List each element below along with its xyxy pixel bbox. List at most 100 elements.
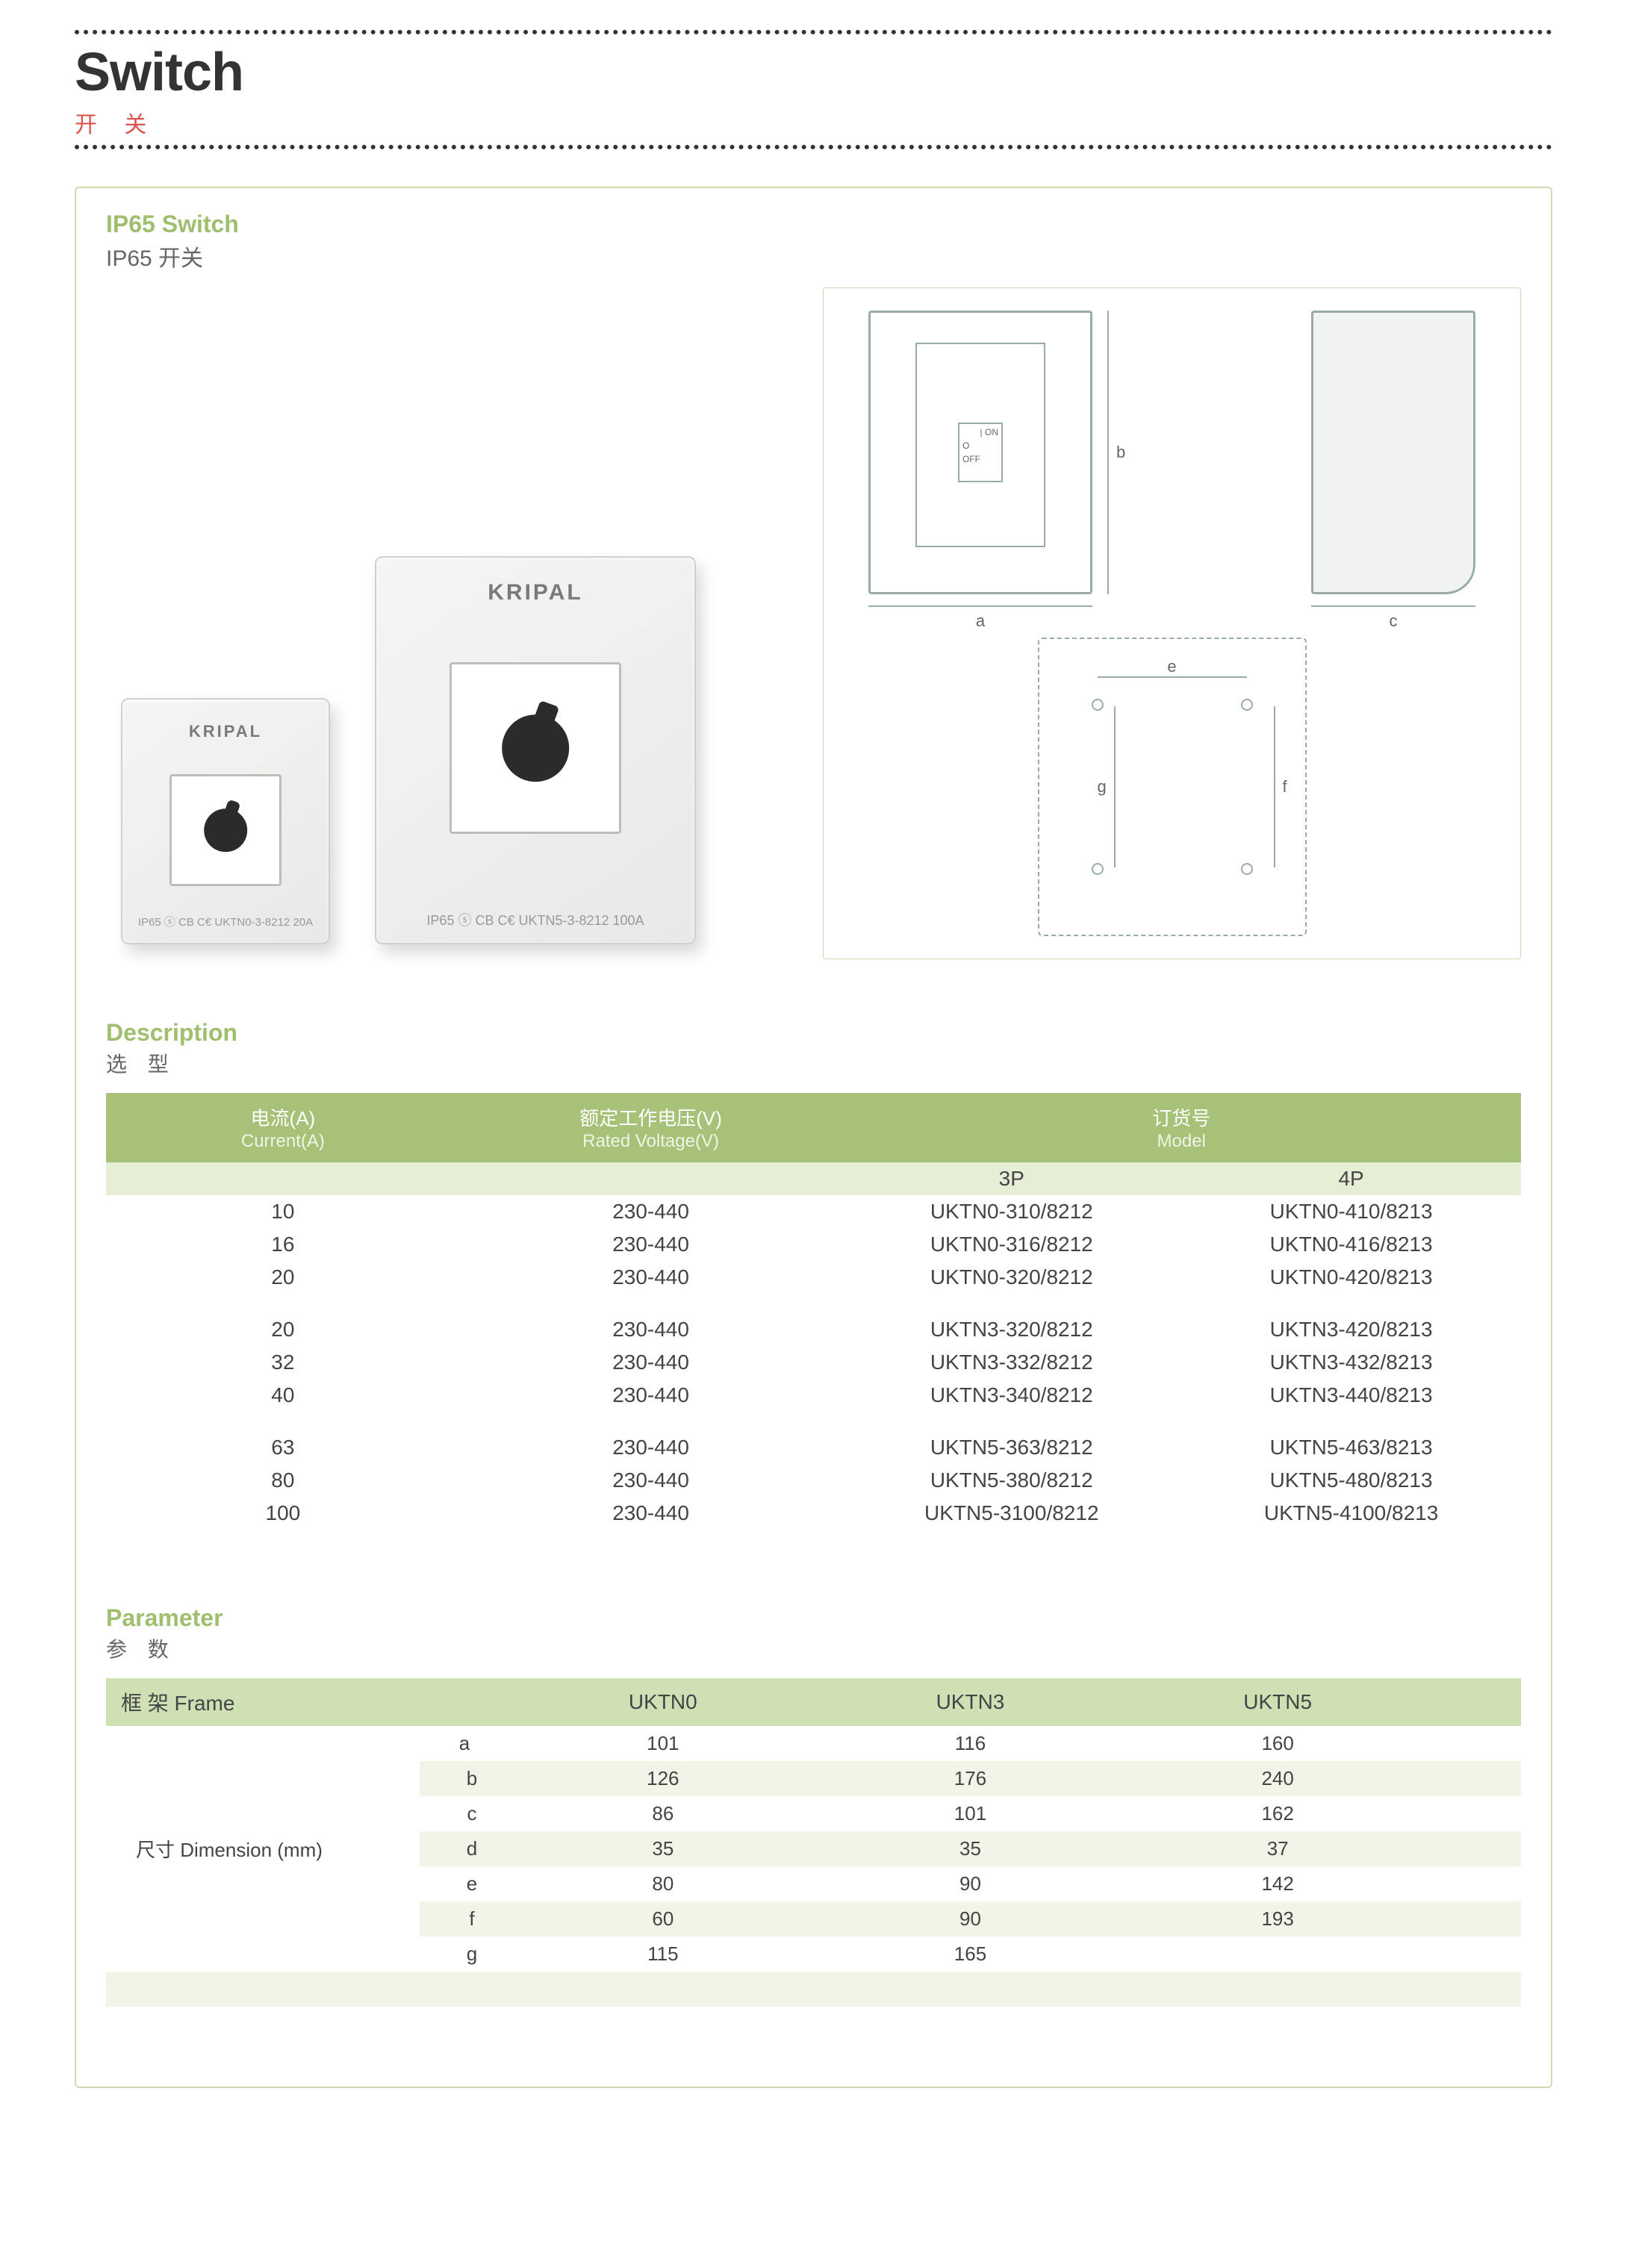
- cell-current: 32: [106, 1346, 460, 1379]
- cell-4p: UKTN5-480/8213: [1181, 1464, 1521, 1497]
- parameter-value: 142: [1124, 1866, 1431, 1901]
- cell-3p: UKTN0-310/8212: [842, 1195, 1181, 1228]
- diagram-off-label: OFF: [959, 451, 1001, 467]
- cell-current: 10: [106, 1195, 460, 1228]
- parameter-frame-0: UKTN0: [509, 1678, 817, 1726]
- parameter-dimension-header: 尺寸 Dimension (mm): [106, 1726, 420, 1972]
- dimension-c-label: c: [1390, 611, 1398, 631]
- description-row: 100230-440UKTN5-3100/8212UKTN5-4100/8213: [106, 1497, 1521, 1530]
- parameter-value: 35: [817, 1831, 1124, 1866]
- description-row: 16230-440UKTN0-316/8212UKTN0-416/8213: [106, 1228, 1521, 1261]
- header-voltage: 额定工作电压(V) Rated Voltage(V): [460, 1093, 842, 1162]
- parameter-value: 80: [509, 1866, 817, 1901]
- knob-icon: [502, 714, 569, 782]
- product-small: KRIPAL IP65 ⓢ CB C€ UKTN0-3-8212 20A: [121, 698, 330, 944]
- cell-current: 80: [106, 1464, 460, 1497]
- brand-small: KRIPAL: [122, 722, 329, 741]
- cell-4p: UKTN0-410/8213: [1181, 1195, 1521, 1228]
- gap-cell: [106, 1294, 1521, 1313]
- parameter-value: 37: [1124, 1831, 1431, 1866]
- parameter-value: 101: [509, 1726, 817, 1761]
- knob-plate-large: [449, 662, 621, 834]
- cell-voltage: 230-440: [460, 1379, 842, 1412]
- parameter-value: 115: [509, 1937, 817, 1972]
- subtitle-zh: IP65 开关: [106, 240, 1521, 272]
- parameter-block: Parameter 参 数 框 架 Frame UKTN0 UKTN3 UKTN…: [106, 1604, 1521, 2042]
- parameter-blank: [1124, 2007, 1431, 2042]
- parameter-blank: [817, 1972, 1124, 2007]
- cell-current: 63: [106, 1431, 460, 1464]
- product-section: IP65 Switch IP65 开关 KRIPAL IP65 ⓢ CB C€ …: [75, 187, 1552, 2088]
- parameter-blank: [1431, 1866, 1521, 1901]
- parameter-value: 116: [817, 1726, 1124, 1761]
- description-row: 32230-440UKTN3-332/8212UKTN3-432/8213: [106, 1346, 1521, 1379]
- cell-voltage: 230-440: [460, 1195, 842, 1228]
- cell-4p: UKTN3-440/8213: [1181, 1379, 1521, 1412]
- parameter-blank: [1431, 1972, 1521, 2007]
- product-label-small: IP65 ⓢ CB C€ UKTN0-3-8212 20A: [122, 914, 329, 929]
- dimension-b-label: b: [1116, 443, 1125, 462]
- dimension-g-label: g: [1098, 777, 1107, 797]
- description-subheader-row: 3P4P: [106, 1162, 1521, 1195]
- brand-large: KRIPAL: [376, 580, 694, 605]
- subtitle-en: IP65 Switch: [106, 211, 1521, 238]
- description-thead: 电流(A) Current(A) 额定工作电压(V) Rated Voltage…: [106, 1093, 1521, 1162]
- parameter-dim-label: g: [420, 1937, 509, 1972]
- parameter-blank: [1431, 2007, 1521, 2042]
- parameter-blank: [1431, 1901, 1521, 1937]
- parameter-blank: [420, 1972, 509, 2007]
- header-current: 电流(A) Current(A): [106, 1093, 460, 1162]
- parameter-dim-label: c: [420, 1796, 509, 1831]
- technical-diagram: | ON O OFF a b c e f g: [823, 287, 1521, 959]
- header-model-en: Model: [842, 1131, 1521, 1152]
- parameter-blank: [509, 2007, 817, 2042]
- subhead-blank: [460, 1162, 842, 1195]
- parameter-dim-label: f: [420, 1901, 509, 1937]
- cell-4p: UKTN5-463/8213: [1181, 1431, 1521, 1464]
- parameter-tbody: 尺寸 Dimension (mm)a101116160b126176240c86…: [106, 1726, 1521, 2042]
- parameter-blank: [1124, 1972, 1431, 2007]
- parameter-title-en: Parameter: [106, 1604, 1521, 1632]
- parameter-blank: [1431, 1796, 1521, 1831]
- cell-3p: UKTN5-380/8212: [842, 1464, 1181, 1497]
- parameter-value: 90: [817, 1866, 1124, 1901]
- diagram-front-view: | ON O OFF: [868, 311, 1092, 594]
- cell-voltage: 230-440: [460, 1497, 842, 1530]
- description-row: 63230-440UKTN5-363/8212UKTN5-463/8213: [106, 1431, 1521, 1464]
- parameter-blank: [1431, 1831, 1521, 1866]
- product-photo-area: KRIPAL IP65 ⓢ CB C€ UKTN0-3-8212 20A KRI…: [106, 496, 793, 959]
- product-label-large: IP65 ⓢ CB C€ UKTN5-3-8212 100A: [376, 910, 694, 929]
- gap-cell: [106, 1412, 1521, 1431]
- diagram-o-label: O: [959, 440, 1001, 451]
- description-row: 10230-440UKTN0-310/8212UKTN0-410/8213: [106, 1195, 1521, 1228]
- subhead-4p: 4P: [1181, 1162, 1521, 1195]
- parameter-value: 35: [509, 1831, 817, 1866]
- cell-3p: UKTN0-320/8212: [842, 1261, 1181, 1294]
- knob-icon: [204, 809, 247, 852]
- parameter-dim-label: a: [420, 1726, 509, 1761]
- cell-3p: UKTN5-363/8212: [842, 1431, 1181, 1464]
- diagram-top: | ON O OFF a b c: [868, 311, 1475, 624]
- cell-3p: UKTN0-316/8212: [842, 1228, 1181, 1261]
- header-voltage-zh: 额定工作电压(V): [460, 1103, 842, 1131]
- parameter-blank: [1431, 1761, 1521, 1796]
- cell-voltage: 230-440: [460, 1228, 842, 1261]
- description-title-en: Description: [106, 1019, 1521, 1047]
- cell-current: 100: [106, 1497, 460, 1530]
- parameter-value: [1124, 1937, 1431, 1972]
- parameter-title-zh: 参 数: [106, 1633, 1521, 1663]
- parameter-blank: [1431, 1937, 1521, 1972]
- parameter-frame-2: UKTN5: [1124, 1678, 1431, 1726]
- diagram-switch-icon: | ON O OFF: [958, 423, 1003, 482]
- description-tbody: 3P4P10230-440UKTN0-310/8212UKTN0-410/821…: [106, 1162, 1521, 1530]
- header-current-en: Current(A): [106, 1131, 460, 1152]
- cell-4p: UKTN3-432/8213: [1181, 1346, 1521, 1379]
- parameter-blank: [509, 1972, 817, 2007]
- parameter-dim-label: e: [420, 1866, 509, 1901]
- parameter-value: 126: [509, 1761, 817, 1796]
- description-row: 80230-440UKTN5-380/8212UKTN5-480/8213: [106, 1464, 1521, 1497]
- cell-3p: UKTN3-332/8212: [842, 1346, 1181, 1379]
- dimension-e-label: e: [1167, 657, 1176, 676]
- cell-voltage: 230-440: [460, 1431, 842, 1464]
- cell-voltage: 230-440: [460, 1261, 842, 1294]
